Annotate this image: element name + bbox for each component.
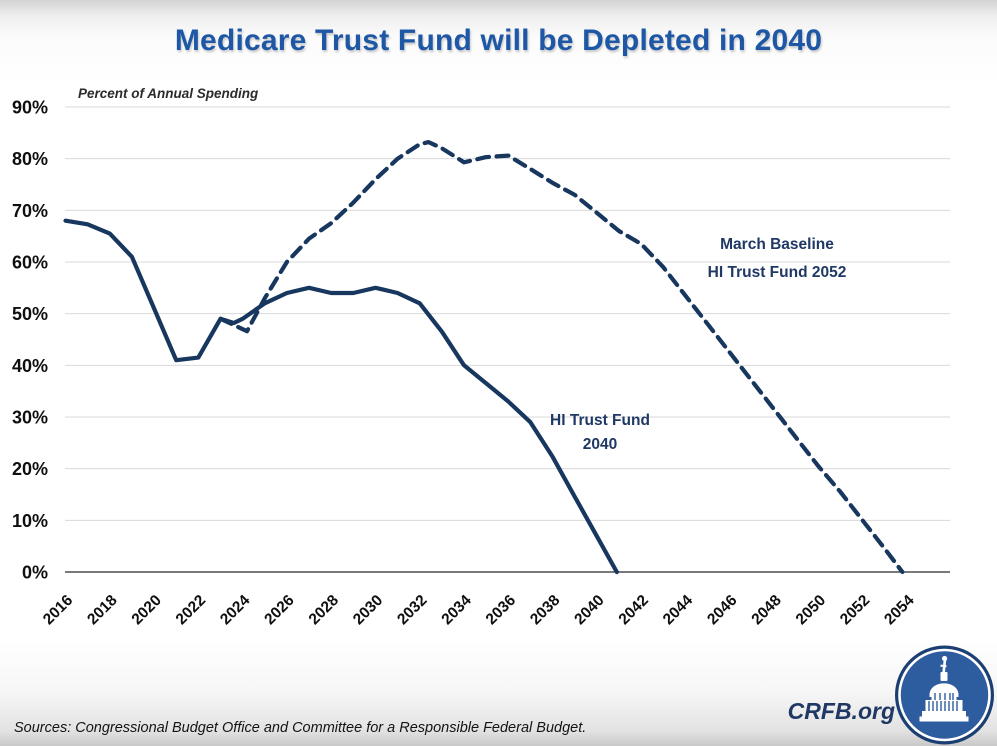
x-tick-label: 2034 [438,592,475,629]
crfb-capitol-logo [895,645,994,745]
x-tick-label: 2022 [173,592,209,628]
y-tick-label: 20% [12,459,48,479]
y-tick-label: 40% [12,356,48,376]
page-title: Medicare Trust Fund will be Depleted in … [174,24,823,57]
x-tick-label: 2044 [660,592,697,629]
y-tick-label: 50% [12,304,48,324]
x-tick-label: 2042 [616,592,652,628]
x-tick-label: 2030 [350,592,386,628]
x-tick-label: 2040 [571,592,607,628]
x-tick-label: 2016 [40,592,77,629]
annotation-march-baseline-line2: HI Trust Fund 2052 [707,264,847,281]
capitol-columns [928,693,958,711]
series-dashed-line [218,140,905,575]
axis-unit-note: Percent of Annual Spending [78,86,259,101]
x-tick-label: 2028 [306,592,343,629]
annotation-hi-trust-fund-line1: HI Trust Fund [550,412,650,429]
x-tick-label: 2036 [483,592,520,629]
annotation-hi-trust-fund-line2: 2040 [582,436,618,453]
x-tick-label: 2048 [748,592,785,629]
series-solid-line [63,218,619,575]
x-tick-label: 2046 [704,592,741,629]
y-tick-label: 60% [12,252,48,272]
x-tick-label: 2020 [129,592,165,628]
source-note: Sources: Congressional Budget Office and… [14,720,587,736]
x-tick-label: 2018 [84,592,121,629]
x-tick-label: 2024 [217,592,254,629]
trust-fund-depletion-chart: 0%10%20%30%40%50%60%70%80%90%2016 2018 202… [12,97,950,629]
y-tick-label: 80% [12,149,48,169]
crfb-org-wordmark: CRFB.org [787,698,895,724]
annotation-march-baseline: March Baseline HI Trust Fund 2052 [667,231,887,287]
x-tick-label: 2038 [527,592,564,629]
x-tick-label: 2050 [793,592,829,628]
y-tick-label: 10% [12,511,48,531]
y-tick-label: 70% [12,201,48,221]
x-tick-label: 2054 [881,592,918,629]
y-tick-label: 30% [12,407,48,427]
y-tick-label: 0% [22,563,48,583]
x-tick-label: 2052 [837,592,873,628]
annotation-hi-trust-fund: HI Trust Fund 2040 [535,409,665,457]
x-tick-label: 2032 [394,592,430,628]
x-tick-label: 2026 [261,592,298,629]
annotation-march-baseline-line1: March Baseline [720,236,834,253]
y-tick-label: 90% [12,97,48,117]
